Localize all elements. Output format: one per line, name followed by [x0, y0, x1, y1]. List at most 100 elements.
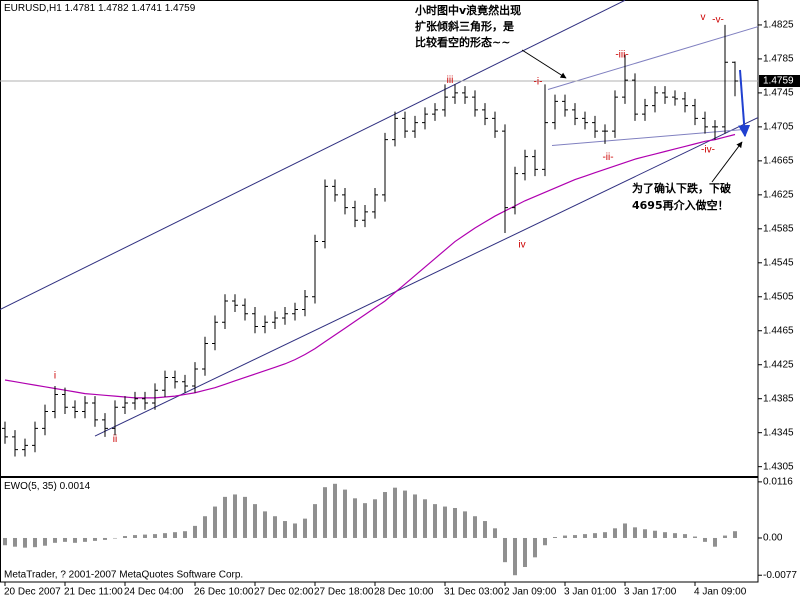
- ohlc-bar: [462, 86, 468, 104]
- annotation-line: 比较看空的形态~~: [415, 35, 510, 49]
- histogram-bar: [463, 511, 467, 538]
- histogram-bar: [483, 521, 487, 538]
- sub-panel: [3, 483, 737, 576]
- annotation-line: 小时图中v浪竟然出现: [414, 3, 521, 17]
- histogram-bar: [713, 537, 717, 547]
- header: EURUSD,H1 1.4781 1.4782 1.4741 1.4759: [4, 3, 196, 14]
- histogram-bar: [313, 504, 317, 538]
- histogram-bar: [203, 516, 207, 538]
- y-tick-label: 1.4745: [763, 88, 794, 99]
- ohlc-bar: [452, 84, 458, 104]
- ohlc-bar: [542, 84, 548, 177]
- histogram-bar: [63, 537, 67, 542]
- ohlc-bar: [72, 400, 78, 419]
- x-tick-label: 21 Dec 11:00: [64, 587, 123, 598]
- ohlc-bar: [622, 54, 628, 104]
- ohlc-bar: [122, 396, 128, 414]
- bid-box: [759, 75, 800, 87]
- histogram-bar: [23, 537, 27, 548]
- annotation-arrow: [711, 141, 743, 183]
- ohlc-bar: [402, 111, 408, 138]
- wave-label: -v-: [712, 14, 724, 25]
- histogram-bar: [223, 496, 227, 538]
- wave-label: v: [701, 12, 706, 23]
- y-tick-label: 1.4505: [763, 291, 794, 302]
- histogram-bar: [83, 537, 87, 542]
- ohlc-bar: [382, 132, 388, 202]
- ohlc-bar: [322, 179, 328, 249]
- last-low: 1.4741: [131, 3, 162, 14]
- histogram-bar: [43, 537, 47, 546]
- y-tick-label: 1.4785: [763, 54, 794, 65]
- ohlc-bar: [652, 86, 658, 113]
- histogram-bar: [13, 537, 17, 547]
- wave-label: -i-: [534, 76, 543, 87]
- trend-line: [551, 128, 746, 147]
- ohlc-bar: [612, 90, 618, 138]
- ohlc-bar: [152, 383, 158, 410]
- ohlc-bar: [572, 103, 578, 126]
- ohlc-bar: [212, 315, 218, 351]
- histogram-bar: [723, 535, 727, 538]
- wave-label: iii: [447, 75, 454, 86]
- ohlc-bar: [372, 188, 378, 219]
- histogram-bar: [563, 535, 567, 538]
- y-tick-label: 1.4825: [763, 20, 794, 31]
- x-tick-label: 27 Dec 18:00: [314, 587, 374, 598]
- histogram-bar: [413, 494, 417, 538]
- histogram-bar: [153, 534, 157, 538]
- forecast-arrow: [738, 69, 751, 138]
- histogram-bar: [453, 507, 457, 538]
- ohlc-bar: [302, 289, 308, 317]
- symbol: EURUSD,H1: [4, 3, 62, 14]
- histogram-bar: [243, 496, 247, 538]
- ohlc-bar: [12, 430, 18, 457]
- ohlc-bar: [482, 103, 488, 126]
- ohlc-bar: [642, 98, 648, 121]
- histogram-bar: [573, 535, 577, 538]
- ohlc-bar: [702, 111, 708, 134]
- ohlc-bar: [82, 396, 88, 419]
- histogram-bar: [53, 537, 57, 543]
- x-tick-label: 3 Jan 01:00: [564, 587, 617, 598]
- y-tick-label: 1.4305: [763, 461, 794, 472]
- histogram-bar: [183, 531, 187, 538]
- bid-label: 1.4759: [763, 76, 794, 87]
- histogram-bar: [663, 532, 667, 538]
- last-close: 1.4759: [165, 3, 196, 14]
- ohlc-bar: [332, 179, 338, 202]
- histogram-bar: [323, 487, 327, 538]
- y-tick-label: 0.00: [763, 533, 783, 544]
- ohlc-bar: [182, 374, 188, 393]
- histogram-bar: [273, 516, 277, 538]
- ohlc-bar: [222, 294, 228, 330]
- histogram-bar: [543, 537, 547, 546]
- histogram-bar: [533, 537, 537, 558]
- y-tick-label: 1.4545: [763, 257, 794, 268]
- histogram-bar: [513, 537, 517, 576]
- ohlc-bar: [272, 311, 278, 330]
- histogram-bar: [73, 537, 77, 543]
- ohlc-bar: [672, 90, 678, 106]
- annotation-line: 扩张倾斜三角形，是: [415, 19, 515, 33]
- ohlc-bar: [592, 115, 598, 138]
- histogram-bar: [473, 516, 477, 538]
- histogram-bar: [613, 528, 617, 538]
- wave-label: -ii-: [602, 152, 613, 163]
- x-tick-label: 24 Dec 04:00: [124, 587, 184, 598]
- ohlc-bar: [712, 120, 718, 140]
- histogram-bar: [593, 533, 597, 538]
- y-tick-label: 1.4705: [763, 122, 794, 133]
- histogram-bar: [343, 489, 347, 538]
- x-tick-label: 3 Jan 17:00: [624, 587, 677, 598]
- indicator-last: 0.0014: [60, 481, 91, 492]
- x-tick-label: 27 Dec 02:00: [254, 587, 314, 598]
- x-tick-label: 26 Dec 10:00: [194, 587, 254, 598]
- trend-line: [547, 26, 758, 90]
- x-tick-label: 2 Jan 09:00: [504, 587, 557, 598]
- ohlc-bar: [512, 166, 518, 215]
- ohlc-bar: [692, 98, 698, 126]
